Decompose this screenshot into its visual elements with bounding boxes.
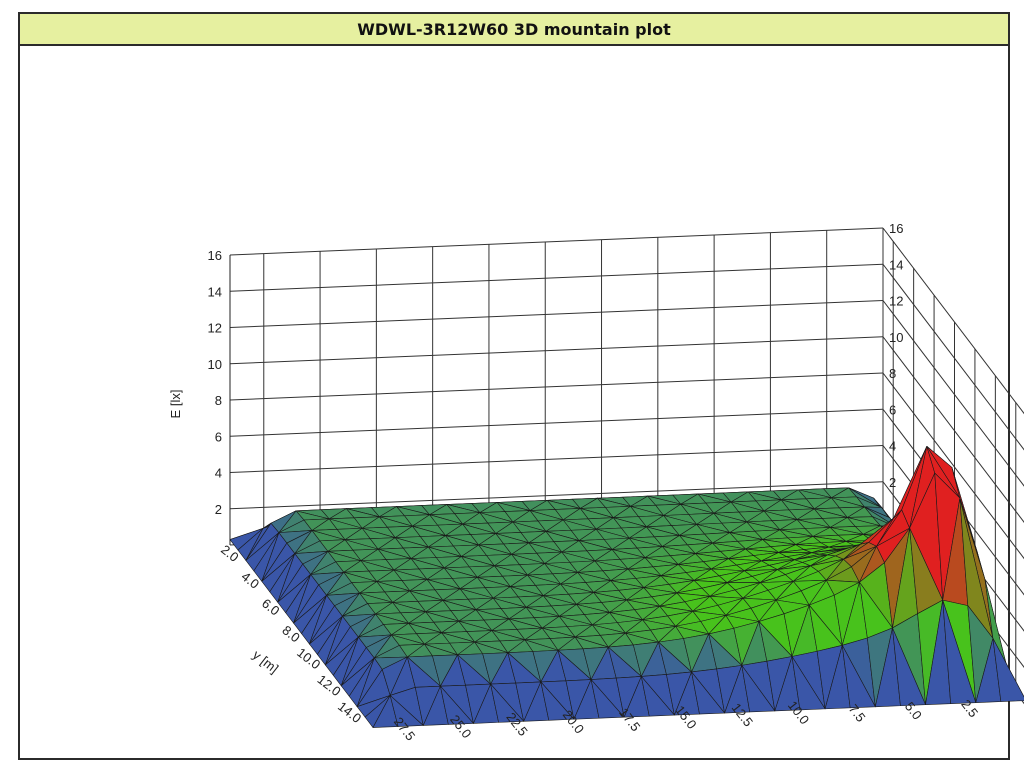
- surface-facet: [741, 665, 776, 713]
- surface-facet: [540, 681, 575, 721]
- z-tick-label-right: 12: [889, 294, 903, 309]
- back-wall-gridline: [229, 481, 884, 510]
- back-wall-gridline: [229, 372, 884, 401]
- surface-facet: [841, 644, 876, 709]
- z-tick-label-right: 16: [889, 221, 903, 236]
- chart-title: WDWL-3R12W60 3D mountain plot: [357, 19, 671, 39]
- back-wall-gridline: [229, 227, 884, 256]
- side-wall-gridline: [882, 300, 1024, 487]
- z-axis-title: E [lx]: [168, 390, 183, 419]
- surface-facet: [490, 683, 524, 723]
- y-axis-title: y [m]: [250, 647, 281, 676]
- surface-facet: [892, 627, 926, 707]
- back-wall-gridline: [229, 336, 884, 365]
- back-wall-gridline: [229, 263, 884, 292]
- z-tick-label-right: 10: [889, 330, 903, 345]
- surface-facet: [590, 679, 625, 719]
- z-tick-label-left: 6: [215, 429, 222, 444]
- z-tick-label-left: 12: [208, 321, 222, 336]
- z-tick-label-left: 4: [215, 466, 222, 481]
- z-tick-label-right: 14: [889, 257, 903, 272]
- side-wall-gridline: [882, 263, 1024, 451]
- z-tick-label-right: 2: [889, 475, 896, 490]
- back-wall-gridline: [229, 408, 884, 437]
- back-wall-gridline: [229, 445, 884, 473]
- surface-facet: [389, 695, 424, 727]
- z-tick-label-right: 4: [889, 439, 896, 454]
- surface-facet: [440, 685, 474, 725]
- surface-facet: [942, 599, 977, 704]
- z-tick-label-right: 8: [889, 366, 896, 381]
- surface-facet: [691, 671, 725, 715]
- z-tick-label-left: 16: [208, 248, 222, 263]
- surface-facet: [992, 638, 1024, 702]
- surface-mesh: [229, 445, 1024, 728]
- surface-facet: [791, 656, 826, 711]
- z-tick-label-left: 14: [208, 284, 222, 299]
- z-tick-label-right: 6: [889, 402, 896, 417]
- z-tick-label-left: 10: [208, 357, 222, 372]
- z-tick-label-left: 2: [215, 502, 222, 517]
- title-bar: WDWL-3R12W60 3D mountain plot: [20, 14, 1008, 46]
- side-wall-gridline: [882, 227, 1024, 415]
- surface-facet: [641, 676, 675, 717]
- back-wall-gridline: [229, 300, 884, 328]
- z-tick-label-left: 8: [215, 393, 222, 408]
